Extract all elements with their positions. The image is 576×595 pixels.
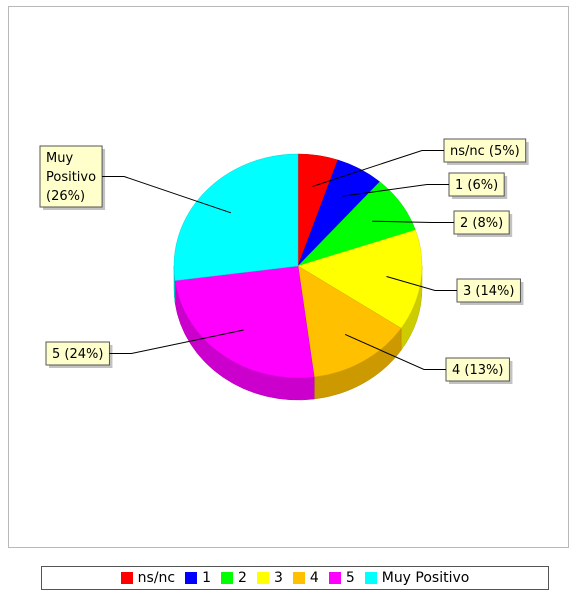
pie-leader-line xyxy=(372,220,454,223)
legend-item-5: 5 xyxy=(328,570,355,586)
pie-label-text: 1 (6%) xyxy=(455,178,498,193)
pie-label-text: 2 (8%) xyxy=(460,216,503,231)
pie-label-text: (26%) xyxy=(46,189,85,204)
legend-swatch xyxy=(256,572,269,584)
pie-label-text: ns/nc (5%) xyxy=(450,144,520,159)
pie-slice-5 xyxy=(174,265,315,379)
legend-item-4: 4 xyxy=(292,570,319,586)
legend-swatch xyxy=(292,572,305,584)
pie-slice-muy-positivo xyxy=(173,153,299,281)
pie-label-2: 2 (8%) xyxy=(453,210,513,237)
pie-label-text: 5 (24%) xyxy=(52,347,103,362)
legend-swatch xyxy=(364,572,377,584)
legend-label: 2 xyxy=(238,570,247,586)
legend-swatch xyxy=(328,572,341,584)
pie-leader-line xyxy=(102,176,232,214)
pie-label-1: 1 (6%) xyxy=(448,172,508,199)
pie-label-text: 4 (13%) xyxy=(452,363,503,378)
legend-item-3: 3 xyxy=(256,570,283,586)
pie-slice-4 xyxy=(297,265,402,378)
pie-labels: ns/nc (5%) 1 (6%) 2 (8%) 3 (14%) 4 (13%) 5 (2… xyxy=(39,138,529,384)
pie-label-4: 4 (13%) xyxy=(445,357,513,384)
legend: ns/nc 1 2 3 4 5 Muy Positivo xyxy=(41,566,549,590)
legend-swatch xyxy=(185,572,198,584)
legend-label: Muy Positivo xyxy=(381,570,470,586)
legend-label: 4 xyxy=(309,570,319,586)
pie-label-text: Positivo xyxy=(46,170,96,185)
legend-label: 3 xyxy=(273,570,283,586)
legend-item-muy-positivo: Muy Positivo xyxy=(364,570,470,586)
pie-leader-line xyxy=(344,334,446,370)
pie-label-muy-positivo: Muy Positivo (26%) xyxy=(39,145,106,210)
pie-label-5: 5 (24%) xyxy=(45,341,113,368)
legend-swatch xyxy=(221,572,234,584)
pie-leader-line xyxy=(342,184,449,197)
legend-item-2: 2 xyxy=(221,570,247,586)
pie-leader-line xyxy=(312,150,444,187)
pie-label-3: 3 (14%) xyxy=(456,278,524,305)
legend-item-1: 1 xyxy=(185,570,211,586)
legend-label: 1 xyxy=(202,570,212,586)
pie-depth xyxy=(173,265,423,401)
pie-label-text: Muy xyxy=(46,151,73,166)
pie-leader-line xyxy=(386,276,457,291)
legend-label: ns/nc xyxy=(137,570,176,586)
pie-chart: ns/nc (5%) 1 (6%) 2 (8%) 3 (14%) 4 (13%) 5 (2… xyxy=(39,138,529,401)
pie-slice-3 xyxy=(297,229,423,329)
pie-leader-line xyxy=(109,329,244,354)
pie-top xyxy=(173,153,423,379)
legend-label: 5 xyxy=(345,570,355,586)
pie-label-ns-nc: ns/nc (5%) xyxy=(443,138,529,165)
legend-swatch xyxy=(120,572,133,584)
legend-item-ns-nc: ns/nc xyxy=(120,570,176,586)
pie-label-text: 3 (14%) xyxy=(463,284,514,299)
